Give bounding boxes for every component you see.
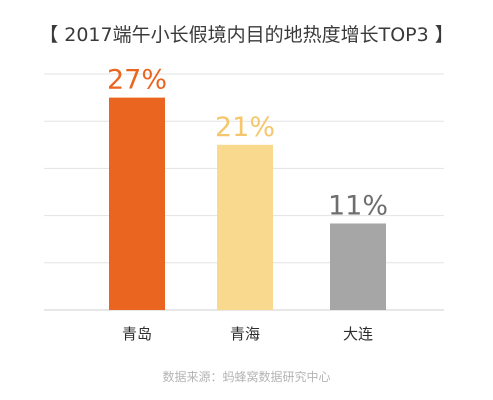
data-label-1: 27% [107, 65, 167, 96]
data-label-2: 21% [215, 112, 275, 143]
chart-title: 【 2017端午小长假境内目的地热度增长TOP3 】 [39, 24, 454, 46]
bar-3 [330, 223, 386, 310]
x-tick-label-1: 青岛 [122, 325, 152, 343]
data-source-note: 数据来源：蚂蜂窝数据研究中心 [162, 370, 331, 384]
data-label-3: 11% [328, 190, 388, 221]
x-tick-label-3: 大连 [343, 325, 373, 343]
bar-1 [109, 97, 165, 310]
x-tick-label-2: 青海 [230, 325, 260, 343]
bar-2 [217, 144, 273, 310]
